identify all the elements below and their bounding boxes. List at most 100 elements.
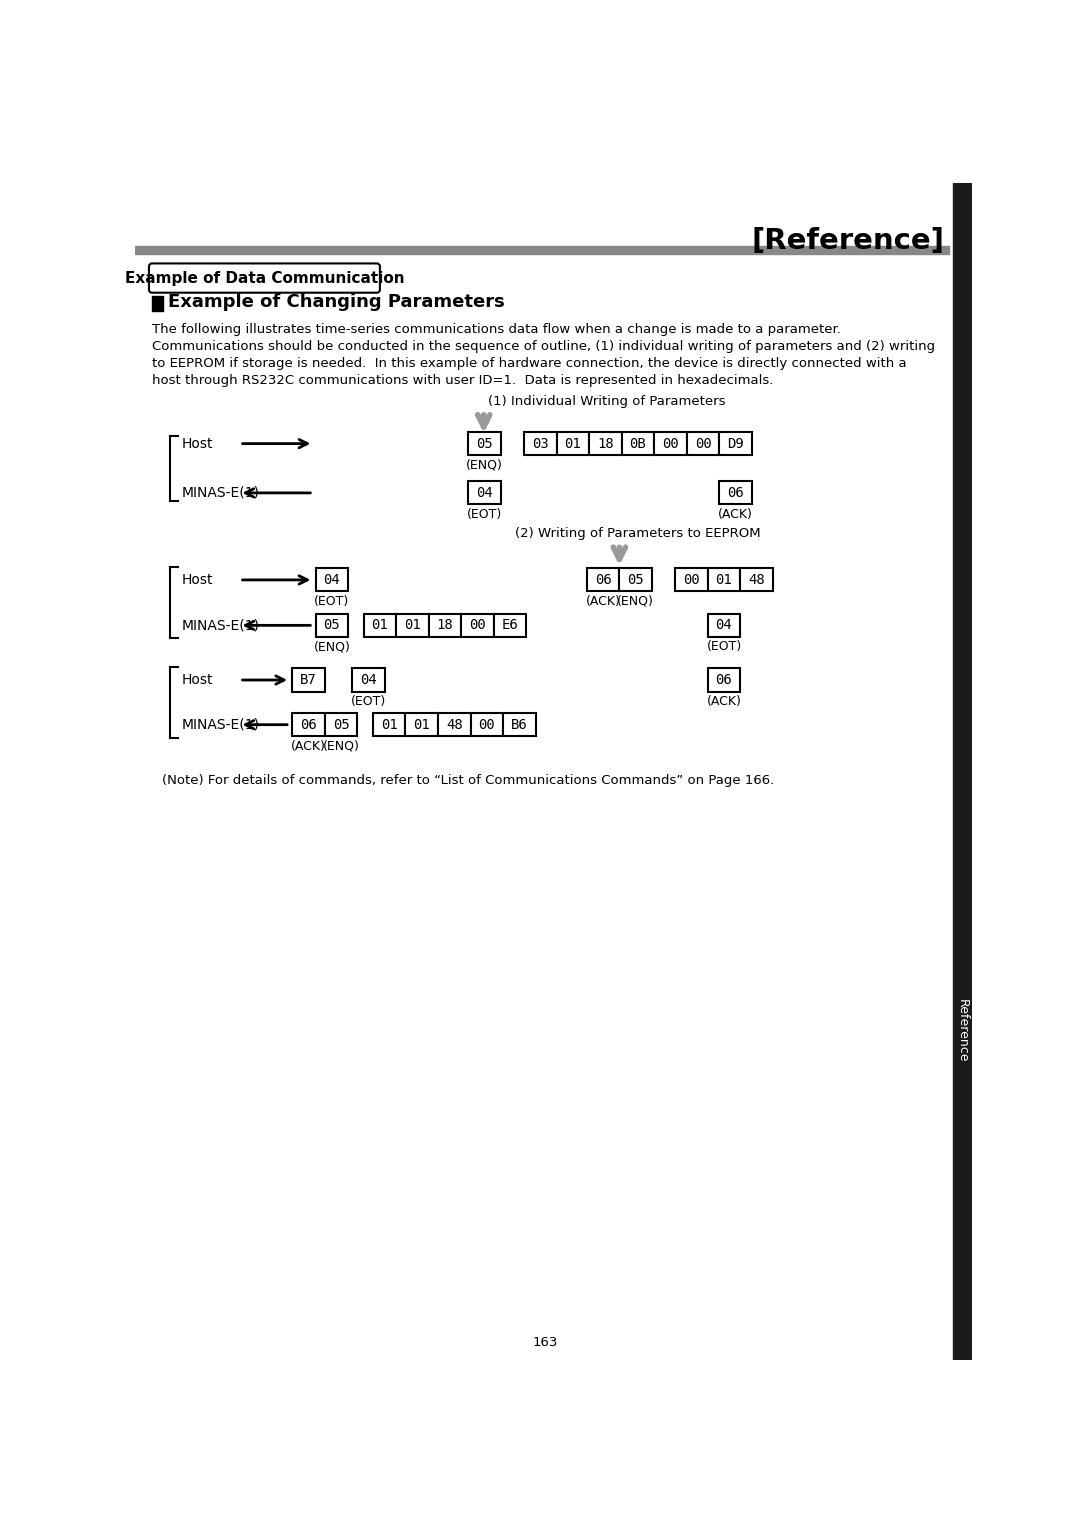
Text: (ENQ): (ENQ) xyxy=(323,740,360,753)
Text: 01: 01 xyxy=(404,619,421,633)
Text: (ACK): (ACK) xyxy=(292,740,326,753)
Text: 163: 163 xyxy=(534,1335,558,1349)
Bar xyxy=(469,432,501,455)
Bar xyxy=(556,432,590,455)
Bar xyxy=(352,668,384,692)
Text: 18: 18 xyxy=(597,437,613,451)
Text: MINAS-E(1): MINAS-E(1) xyxy=(181,486,259,500)
Bar xyxy=(707,614,740,637)
Bar xyxy=(315,568,348,591)
Text: B7: B7 xyxy=(300,672,316,688)
Bar xyxy=(654,432,687,455)
Text: 01: 01 xyxy=(414,718,430,732)
Text: (ENQ): (ENQ) xyxy=(467,458,503,472)
Text: (EOT): (EOT) xyxy=(467,507,502,521)
Text: (EOT): (EOT) xyxy=(351,695,386,707)
Text: B6: B6 xyxy=(511,718,528,732)
Text: to EEPROM if storage is needed.  In this example of hardware connection, the dev: to EEPROM if storage is needed. In this … xyxy=(152,358,907,370)
Text: Communications should be conducted in the sequence of outline, (1) individual wr: Communications should be conducted in th… xyxy=(152,341,935,353)
Text: 00: 00 xyxy=(662,437,679,451)
Text: MINAS-E(1): MINAS-E(1) xyxy=(181,619,259,633)
Text: 04: 04 xyxy=(716,619,732,633)
Bar xyxy=(622,432,654,455)
Bar xyxy=(293,714,325,736)
Text: (Note) For details of commands, refer to “List of Communications Commands” on Pa: (Note) For details of commands, refer to… xyxy=(162,773,774,787)
Text: 48: 48 xyxy=(748,573,765,587)
Text: 06: 06 xyxy=(727,486,744,500)
Bar xyxy=(590,432,622,455)
Bar xyxy=(619,568,652,591)
Text: 01: 01 xyxy=(565,437,581,451)
Bar xyxy=(315,614,348,637)
Bar xyxy=(438,714,471,736)
Text: [Reference]: [Reference] xyxy=(752,228,945,255)
Text: MINAS-E(1): MINAS-E(1) xyxy=(181,718,259,732)
Text: 04: 04 xyxy=(360,672,377,688)
Text: 05: 05 xyxy=(333,718,350,732)
Bar xyxy=(461,614,494,637)
FancyBboxPatch shape xyxy=(149,263,380,293)
Text: (ACK): (ACK) xyxy=(718,507,753,521)
Bar xyxy=(675,568,707,591)
Text: 05: 05 xyxy=(627,573,644,587)
Text: 18: 18 xyxy=(436,619,454,633)
Bar xyxy=(953,183,972,1360)
Bar xyxy=(719,432,752,455)
Text: (2) Writing of Parameters to EEPROM: (2) Writing of Parameters to EEPROM xyxy=(515,527,760,541)
Text: (ENQ): (ENQ) xyxy=(617,594,654,608)
Text: Host: Host xyxy=(181,573,213,587)
Text: (ACK): (ACK) xyxy=(585,594,621,608)
Text: Example of Data Communication: Example of Data Communication xyxy=(124,270,404,286)
Text: E6: E6 xyxy=(502,619,518,633)
Bar xyxy=(471,714,503,736)
Bar xyxy=(405,714,438,736)
Text: Example of Changing Parameters: Example of Changing Parameters xyxy=(167,293,504,310)
Text: 01: 01 xyxy=(381,718,397,732)
Text: 06: 06 xyxy=(716,672,732,688)
Bar xyxy=(707,668,740,692)
Text: Reference: Reference xyxy=(956,999,969,1062)
Bar xyxy=(719,481,752,504)
Bar xyxy=(152,296,163,312)
Text: 06: 06 xyxy=(595,573,611,587)
Text: 01: 01 xyxy=(716,573,732,587)
Text: 0B: 0B xyxy=(630,437,646,451)
Text: (ACK): (ACK) xyxy=(706,695,742,707)
Text: 48: 48 xyxy=(446,718,462,732)
Bar xyxy=(396,614,429,637)
Text: 00: 00 xyxy=(478,718,496,732)
Text: 00: 00 xyxy=(469,619,486,633)
Bar xyxy=(373,714,405,736)
Text: (ENQ): (ENQ) xyxy=(313,640,350,654)
Bar xyxy=(687,432,719,455)
Bar xyxy=(503,714,536,736)
Text: 03: 03 xyxy=(532,437,549,451)
Bar xyxy=(364,614,396,637)
Text: (1) Individual Writing of Parameters: (1) Individual Writing of Parameters xyxy=(488,394,725,408)
Text: The following illustrates time-series communications data flow when a change is : The following illustrates time-series co… xyxy=(152,322,841,336)
Bar xyxy=(325,714,357,736)
Text: 04: 04 xyxy=(476,486,492,500)
Text: 00: 00 xyxy=(683,573,700,587)
Bar xyxy=(740,568,773,591)
Bar xyxy=(429,614,461,637)
Text: Host: Host xyxy=(181,437,213,451)
Text: (EOT): (EOT) xyxy=(706,640,742,654)
Text: (EOT): (EOT) xyxy=(314,594,350,608)
Bar xyxy=(586,568,619,591)
Text: D9: D9 xyxy=(727,437,744,451)
Text: 06: 06 xyxy=(300,718,316,732)
Text: host through RS232C communications with user ID=1.  Data is represented in hexad: host through RS232C communications with … xyxy=(152,374,773,387)
Text: 01: 01 xyxy=(372,619,389,633)
Bar xyxy=(293,668,325,692)
Text: 00: 00 xyxy=(694,437,712,451)
Text: 05: 05 xyxy=(476,437,492,451)
Text: 05: 05 xyxy=(324,619,340,633)
Bar xyxy=(469,481,501,504)
Bar xyxy=(135,246,948,254)
Text: Host: Host xyxy=(181,672,213,688)
Bar xyxy=(494,614,526,637)
Bar xyxy=(707,568,740,591)
Bar xyxy=(524,432,556,455)
Text: 04: 04 xyxy=(324,573,340,587)
